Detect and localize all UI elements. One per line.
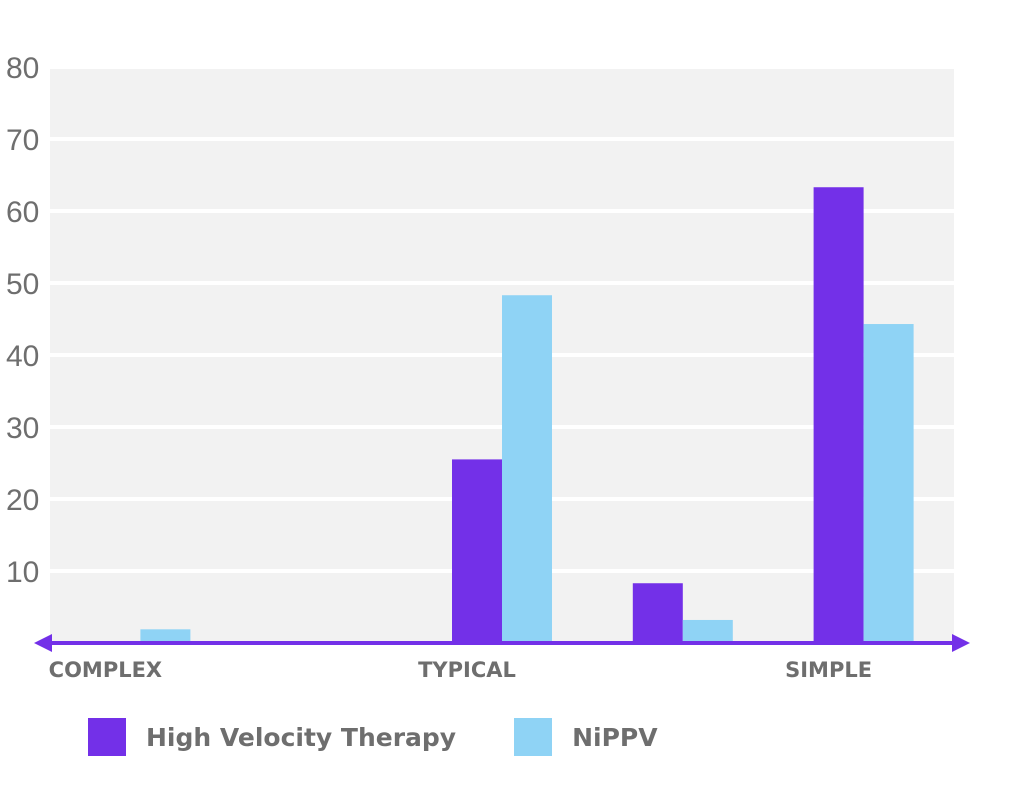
legend-item-nippv: NiPPV [514,718,658,756]
y-tick-labels: 10 20 30 40 50 60 70 80 [6,52,39,589]
bar-high-velocity-therapy-group-4 [632,583,683,643]
x-axis-right-arrow [952,634,970,652]
bar-nippv-simple [863,324,914,643]
y-tick-label-50: 50 [6,268,39,301]
category-labels: COMPLEX TYPICAL SIMPLE [49,658,872,682]
legend-swatch-high-velocity-therapy [88,718,126,756]
legend-item-high-velocity-therapy: High Velocity Therapy [88,718,456,756]
legend-swatch-nippv [514,718,553,756]
legend-label-high-velocity-therapy: High Velocity Therapy [146,722,457,752]
bar-high-velocity-therapy-typical [452,459,502,643]
x-tick-label-complex: COMPLEX [49,658,162,682]
legend: High Velocity Therapy NiPPV [88,718,716,756]
y-tick-label-70: 70 [6,124,39,157]
x-axis-left-arrow [34,634,52,652]
legend-label-nippv: NiPPV [572,722,658,752]
y-tick-label-40: 40 [6,340,39,373]
bar-chart: 10 20 30 40 50 60 70 80 COMPLEX TYPICAL SIMPLE [6,52,970,682]
bar-nippv-group-4 [682,619,733,643]
bar-nippv-complex [140,629,191,643]
y-tick-label-30: 30 [6,412,39,445]
x-tick-label-simple: SIMPLE [785,658,872,682]
bar-high-velocity-therapy-simple [813,187,864,644]
y-tick-label-10: 10 [6,556,39,589]
bars [140,187,914,644]
y-tick-label-60: 60 [6,196,39,229]
x-tick-label-typical: TYPICAL [418,658,516,682]
y-tick-label-80: 80 [6,52,39,85]
y-tick-label-20: 20 [6,484,39,517]
x-axis [34,634,970,652]
bar-nippv-typical [502,295,552,643]
